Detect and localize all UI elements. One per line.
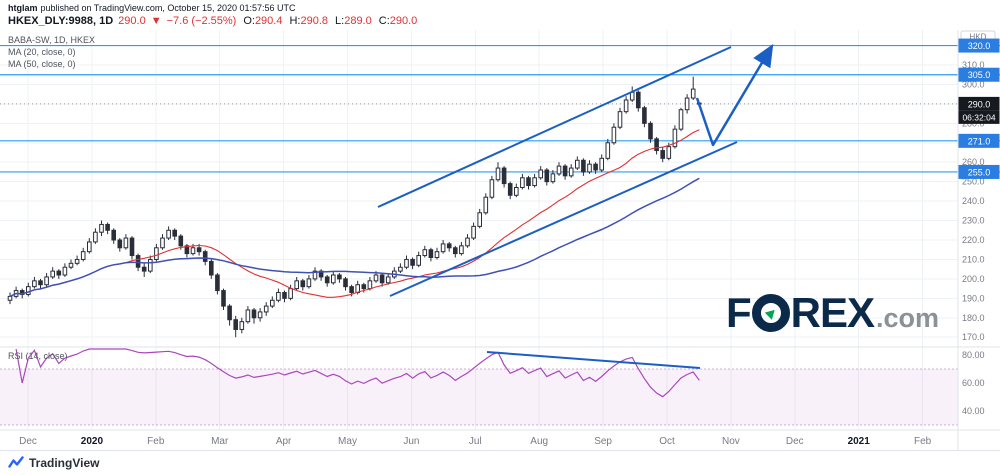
last-price-badge: 290.0 06:32:04: [958, 96, 1000, 124]
price-tick-label: 300.0: [962, 79, 985, 89]
rsi-line[interactable]: [15, 348, 700, 398]
tradingview-brand[interactable]: TradingView: [29, 456, 100, 470]
price-tick-label: 220.0: [962, 235, 985, 245]
price-tick-label: 250.0: [962, 177, 985, 187]
price-tick-label: 310.0: [962, 60, 985, 70]
ohlc-low: L:289.0: [335, 15, 372, 27]
chart-area[interactable]: 310.0300.0280.0260.0250.0240.0230.0220.0…: [0, 30, 1000, 450]
time-axis-label: Dec: [19, 436, 37, 447]
published-info: published on TradingView.com, October 15…: [40, 3, 296, 13]
change-direction-icon: ▼: [150, 15, 162, 27]
watermark-text-left: F: [726, 289, 752, 336]
legend-symbol[interactable]: BABA-SW, 1D, HKEX: [8, 35, 96, 45]
tradingview-logo-icon[interactable]: [8, 455, 24, 471]
rsi-legend[interactable]: RSI (14, close): [8, 351, 68, 361]
svg-text:271.0: 271.0: [968, 136, 991, 146]
symbol-line: HKEX_DLY:9988, 1D 290.0 ▼ −7.6 (−2.55%) …: [8, 15, 1000, 27]
rsi-tick-label: 60.00: [962, 378, 985, 388]
published-header: htglam published on TradingView.com, Octo…: [0, 0, 1000, 30]
time-axis-label: Nov: [722, 436, 740, 447]
forex-target-icon: [751, 294, 790, 332]
price-tick-label: 200.0: [962, 274, 985, 284]
price-level-badge: 271.0: [958, 133, 1000, 148]
svg-text:290.0: 290.0: [968, 99, 991, 109]
legend-ma20[interactable]: MA (20, close, 0): [8, 47, 76, 57]
price-tick-label: 170.0: [962, 332, 985, 342]
ohlc-close: C:290.0: [378, 15, 418, 27]
author-name[interactable]: htglam: [8, 3, 38, 13]
time-axis-label: Feb: [914, 436, 932, 447]
countdown-badge: [958, 110, 1000, 124]
rsi-tick-label: 40.00: [962, 406, 985, 416]
svg-text:320.0: 320.0: [968, 41, 991, 51]
watermark-text-right: REX: [790, 289, 875, 336]
candlesticks: [7, 76, 702, 338]
price-level-badge: 305.0: [958, 67, 1000, 82]
time-axis-label: May: [338, 436, 357, 447]
price-tick-label: 240.0: [962, 196, 985, 206]
ohlc-open: O:290.4: [243, 15, 283, 27]
upper-channel-trendline[interactable]: [377, 46, 732, 208]
price-change: −7.6 (−2.55%): [166, 15, 237, 27]
svg-text:HKD: HKD: [970, 33, 987, 42]
footer-bar: TradingView: [0, 450, 1000, 475]
rsi-band: [0, 369, 958, 425]
time-axis-label: Apr: [276, 436, 292, 447]
time-axis-label: Jun: [403, 436, 419, 447]
ohlc-high: H:290.8: [289, 15, 329, 27]
time-axis-label: Aug: [530, 436, 548, 447]
time-axis-label: 2020: [81, 436, 104, 447]
rsi-trendline[interactable]: [486, 351, 701, 369]
price-level-badge: 320.0: [958, 38, 1000, 53]
lower-channel-trendline[interactable]: [389, 141, 738, 297]
time-axis-label: Mar: [211, 436, 229, 447]
chart-legend: BABA-SW, 1D, HKEX MA (20, close, 0) MA (…: [8, 34, 95, 70]
time-axis-label: Oct: [659, 436, 675, 447]
forex-com-watermark: F REX .com: [726, 292, 939, 334]
publish-info-line: htglam published on TradingView.com, Octo…: [8, 3, 1000, 13]
svg-text:305.0: 305.0: [968, 70, 991, 80]
time-axis-label: Jul: [469, 436, 482, 447]
last-price-value: 290.0: [118, 15, 146, 27]
price-tick-label: 260.0: [962, 157, 985, 167]
price-tick-label: 210.0: [962, 254, 985, 264]
svg-text:255.0: 255.0: [968, 167, 991, 177]
price-tick-label: 180.0: [962, 313, 985, 323]
legend-ma50[interactable]: MA (50, close, 0): [8, 59, 76, 69]
projection-arrow[interactable]: [695, 43, 774, 147]
symbol-title[interactable]: HKEX_DLY:9988, 1D: [8, 15, 114, 27]
time-axis-label: Dec: [786, 436, 804, 447]
forex-arrow-icon: [764, 306, 778, 320]
chart-canvas[interactable]: 310.0300.0280.0260.0250.0240.0230.0220.0…: [0, 30, 1000, 450]
time-axis-label: 2021: [848, 436, 871, 447]
price-level-badge: 255.0: [958, 164, 1000, 179]
svg-text:06:32:04: 06:32:04: [962, 112, 995, 122]
time-axis-label: Sep: [594, 436, 612, 447]
watermark-suffix: .com: [876, 302, 940, 333]
rsi-tick-label: 80.00: [962, 350, 985, 360]
ma50-line[interactable]: [9, 177, 700, 298]
price-tick-label: 190.0: [962, 293, 985, 303]
gridlines: [0, 30, 958, 430]
time-axis-label: Feb: [147, 436, 165, 447]
price-tick-label: 230.0: [962, 216, 985, 226]
